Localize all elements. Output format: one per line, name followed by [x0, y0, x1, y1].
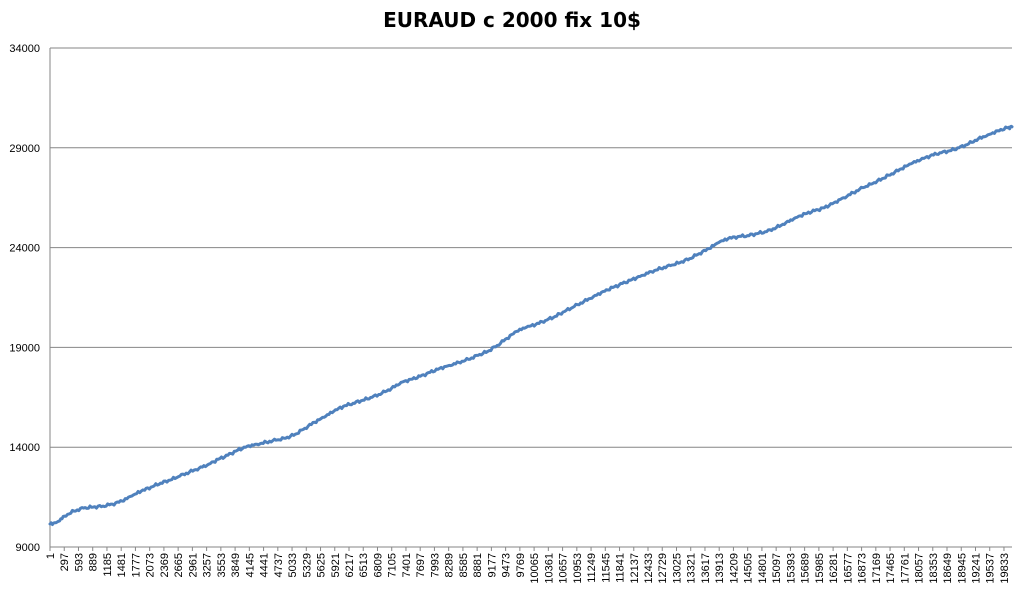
x-tick-label: 5329 [301, 553, 313, 577]
x-tick-label: 8585 [458, 553, 470, 577]
x-tick-label: 8881 [472, 553, 484, 577]
x-tick-label: 17465 [885, 553, 897, 584]
x-tick-label: 17761 [899, 553, 911, 584]
x-tick-label: 19241 [970, 553, 982, 584]
x-tick-label: 12433 [643, 553, 655, 584]
x-tick-label: 1777 [130, 553, 142, 577]
x-tick-label: 14209 [728, 553, 740, 584]
x-tick-label: 15689 [800, 553, 812, 584]
x-tick-label: 16873 [857, 553, 869, 584]
x-tick-label: 18649 [942, 553, 954, 584]
x-tick-label: 7401 [401, 553, 413, 577]
x-tick-label: 3553 [216, 553, 228, 577]
x-tick-label: 15985 [814, 553, 826, 584]
x-tick-label: 1185 [102, 553, 114, 577]
series-line [48, 124, 1014, 527]
series-layer [48, 124, 1014, 527]
x-tick-label: 7697 [415, 553, 427, 577]
x-tick-label: 15097 [771, 553, 783, 584]
x-tick-label: 17169 [871, 553, 883, 584]
x-tick-label: 2369 [159, 553, 171, 577]
x-tick-label: 8289 [444, 553, 456, 577]
x-tick-label: 3257 [202, 553, 214, 577]
x-tick-label: 297 [59, 553, 71, 571]
x-tick-label: 9769 [515, 553, 527, 577]
x-tick-label: 5921 [330, 553, 342, 577]
y-tick-label: 9000 [16, 542, 40, 554]
x-tick-label: 5625 [316, 553, 328, 577]
x-tick-label: 18945 [956, 553, 968, 584]
x-tick-label: 1 [45, 553, 57, 559]
x-tick-label: 6809 [372, 553, 384, 577]
x-tick-label: 2665 [173, 553, 185, 577]
x-tick-label: 6217 [344, 553, 356, 577]
x-axis-tick-labels: 1 297 593 889 1185 1481 1777 2073 2369 2665 2961 32… [45, 553, 1011, 584]
x-tick-label: 19537 [985, 553, 997, 584]
x-tick-label: 16281 [828, 553, 840, 584]
x-tick-label: 13913 [714, 553, 726, 584]
x-tick-label: 7993 [429, 553, 441, 577]
x-tick-label: 10065 [529, 553, 541, 584]
x-tick-label: 9473 [501, 553, 513, 577]
x-tick-label: 10953 [572, 553, 584, 584]
x-tick-label: 2961 [187, 553, 199, 577]
y-tick-label: 34000 [9, 43, 40, 55]
x-tick-label: 889 [88, 553, 100, 571]
y-tick-label: 29000 [9, 143, 40, 155]
x-tick-label: 10361 [543, 553, 555, 584]
x-tick-label: 5033 [287, 553, 299, 577]
x-tick-label: 15393 [785, 553, 797, 584]
x-tick-label: 18057 [914, 553, 926, 584]
x-tick-label: 1481 [116, 553, 128, 577]
x-tick-label: 16577 [842, 553, 854, 584]
x-tick-label: 11249 [586, 553, 598, 583]
y-tick-label: 14000 [9, 442, 40, 454]
x-tick-label: 12729 [657, 553, 669, 584]
grid-lines [50, 47, 1012, 548]
x-tick-label: 19833 [999, 553, 1011, 584]
x-tick-label: 13617 [700, 553, 712, 584]
x-tick-label: 14505 [743, 553, 755, 584]
axes [49, 48, 1012, 551]
x-tick-label: 11841 [615, 553, 627, 583]
x-tick-label: 7105 [387, 553, 399, 577]
y-axis-tick-labels: 9000 14000 19000 24000 29000 34000 [9, 43, 40, 554]
x-tick-label: 12137 [629, 553, 641, 584]
y-tick-label: 19000 [9, 342, 40, 354]
x-tick-label: 9177 [486, 553, 498, 577]
x-tick-label: 4441 [259, 553, 271, 577]
x-tick-label: 13321 [686, 553, 698, 584]
y-tick-label: 24000 [9, 243, 40, 255]
x-tick-label: 14801 [757, 553, 769, 584]
x-tick-label: 10657 [558, 553, 570, 584]
x-tick-label: 6513 [358, 553, 370, 577]
x-tick-label: 2073 [145, 553, 157, 577]
x-tick-label: 4737 [273, 553, 285, 577]
x-tick-label: 11545 [600, 553, 612, 583]
x-tick-label: 18353 [928, 553, 940, 584]
chart-title: EURAUD c 2000 fix 10$ [383, 8, 641, 32]
x-tick-label: 593 [73, 553, 85, 571]
x-tick-label: 3849 [230, 553, 242, 577]
x-tick-label: 13025 [671, 553, 683, 584]
x-tick-label: 4145 [244, 553, 256, 577]
